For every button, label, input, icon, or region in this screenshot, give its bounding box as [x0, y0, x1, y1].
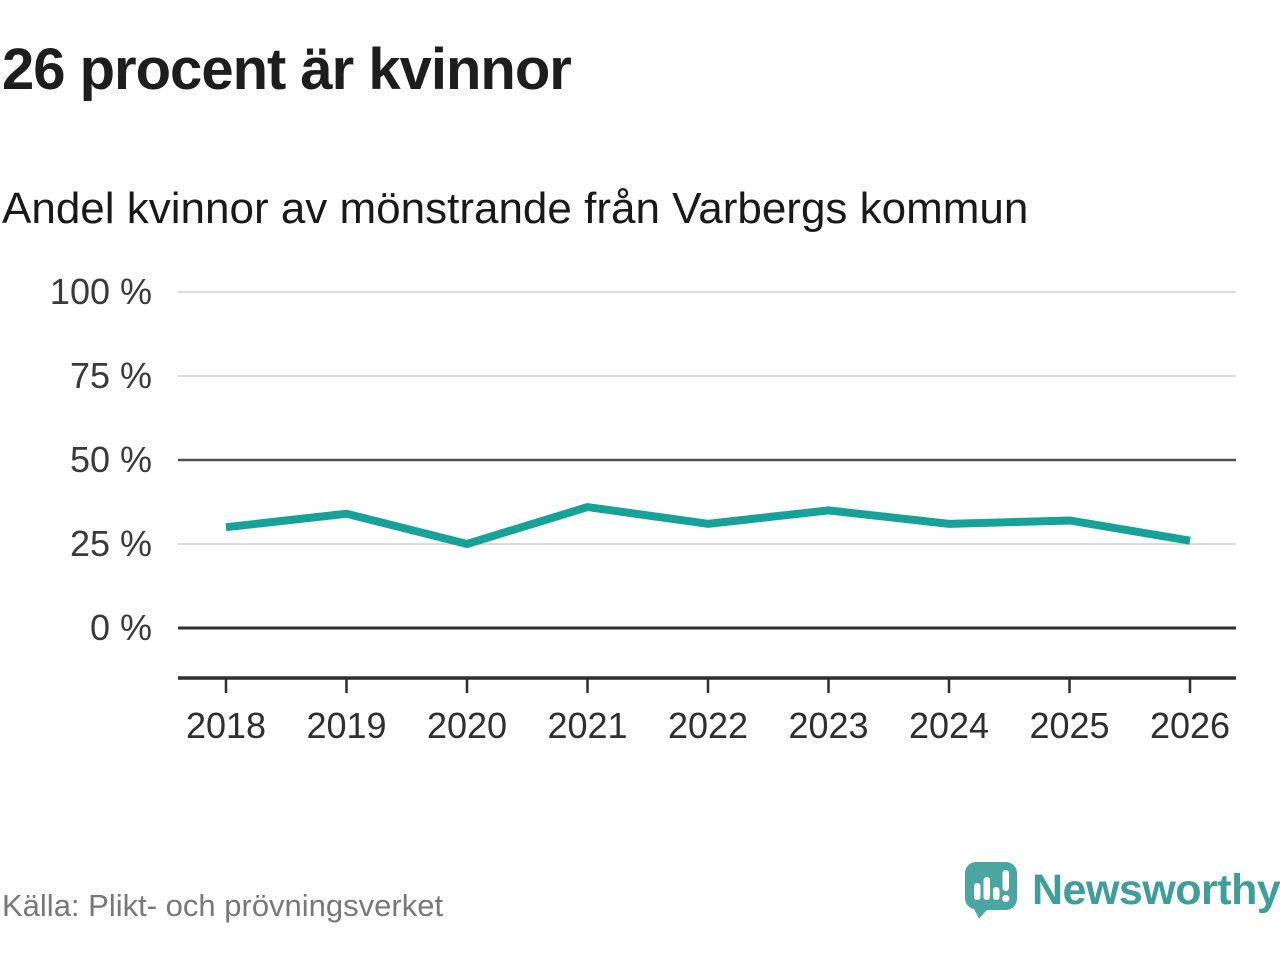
newsworthy-logo-icon — [965, 862, 1017, 919]
newsworthy-wordmark: Newsworthy — [1032, 865, 1280, 914]
x-tick-label: 2024 — [909, 705, 989, 746]
x-tick-label: 2019 — [306, 705, 386, 746]
source-attribution: Källa: Plikt- och prövningsverket — [2, 888, 444, 923]
x-tick-label: 2026 — [1150, 705, 1230, 746]
x-tick-label: 2020 — [427, 705, 507, 746]
newsworthy-brand: Newsworthy — [963, 861, 1280, 919]
y-tick-label: 0 % — [90, 607, 152, 648]
y-tick-label: 75 % — [70, 355, 152, 396]
data-line-andel — [225, 503, 1191, 548]
y-tick-label: 100 % — [50, 271, 152, 312]
x-tick-label: 2023 — [788, 705, 868, 746]
x-tick-label: 2022 — [668, 705, 748, 746]
y-tick-label: 50 % — [70, 439, 152, 480]
y-tick-label: 25 % — [70, 523, 152, 564]
chart-title: 26 procent är kvinnor — [2, 37, 572, 102]
x-tick-label: 2025 — [1029, 705, 1109, 746]
chart-subtitle: Andel kvinnor av mönstrande från Varberg… — [2, 184, 1029, 233]
x-tick-label: 2018 — [186, 705, 266, 746]
x-tick-label: 2021 — [547, 705, 627, 746]
